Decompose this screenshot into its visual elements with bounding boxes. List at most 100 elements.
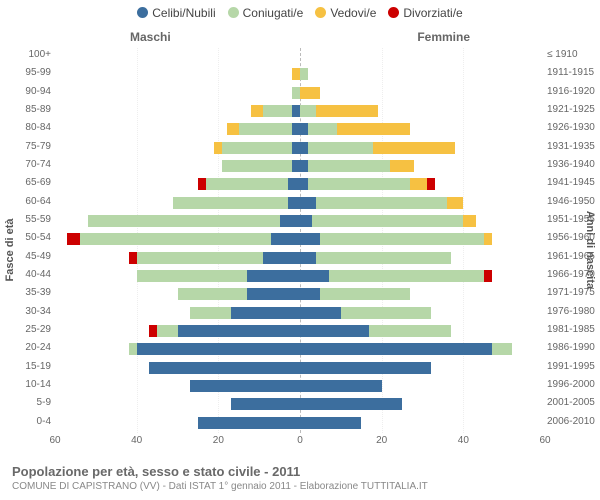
bar-segment xyxy=(300,307,341,319)
bar-segment xyxy=(300,417,361,429)
bar-segment xyxy=(149,325,157,337)
bar-female xyxy=(300,343,512,355)
bar-segment xyxy=(300,160,308,172)
bar-female xyxy=(300,288,410,300)
pyramid-row: 75-791931-1935 xyxy=(55,140,545,158)
bar-segment xyxy=(373,142,455,154)
bar-segment xyxy=(300,215,312,227)
birth-label: 1966-1970 xyxy=(547,269,595,280)
bar-segment xyxy=(300,87,320,99)
bar-segment xyxy=(222,142,291,154)
bar-segment xyxy=(292,87,300,99)
bar-segment xyxy=(137,343,300,355)
age-label: 15-19 xyxy=(15,361,51,372)
bar-segment xyxy=(300,233,320,245)
bar-segment xyxy=(300,197,316,209)
bar-male xyxy=(178,288,300,300)
bar-segment xyxy=(263,105,292,117)
bar-segment xyxy=(263,252,300,264)
pyramid-row: 85-891921-1925 xyxy=(55,103,545,121)
header-female: Femmine xyxy=(417,30,470,44)
bar-female xyxy=(300,87,320,99)
bar-segment xyxy=(369,325,451,337)
bar-segment xyxy=(484,233,492,245)
population-pyramid-chart: Celibi/NubiliConiugati/eVedovi/eDivorzia… xyxy=(0,0,600,500)
legend-swatch xyxy=(388,7,399,18)
x-axis: 6040200204060 xyxy=(55,435,545,455)
bar-segment xyxy=(173,197,287,209)
bar-segment xyxy=(300,398,402,410)
bar-segment xyxy=(88,215,280,227)
birth-label: 1936-1940 xyxy=(547,159,595,170)
bar-female xyxy=(300,197,463,209)
bar-segment xyxy=(300,105,316,117)
age-label: 20-24 xyxy=(15,342,51,353)
bar-segment xyxy=(308,178,410,190)
bar-male xyxy=(198,417,300,429)
bar-segment xyxy=(410,178,426,190)
pyramid-row: 50-541956-1960 xyxy=(55,231,545,249)
bar-segment xyxy=(300,142,308,154)
age-label: 90-94 xyxy=(15,86,51,97)
bar-male xyxy=(149,325,300,337)
age-label: 85-89 xyxy=(15,104,51,115)
bar-segment xyxy=(300,123,308,135)
bar-segment xyxy=(300,270,329,282)
birth-label: 1986-1990 xyxy=(547,342,595,353)
legend-swatch xyxy=(228,7,239,18)
bar-segment xyxy=(308,160,390,172)
x-tick: 20 xyxy=(213,435,224,446)
bar-segment xyxy=(198,417,300,429)
pyramid-row: 15-191991-1995 xyxy=(55,360,545,378)
x-tick: 60 xyxy=(49,435,60,446)
age-label: 10-14 xyxy=(15,379,51,390)
bar-segment xyxy=(231,307,300,319)
age-label: 0-4 xyxy=(15,416,51,427)
pyramid-row: 70-741936-1940 xyxy=(55,158,545,176)
bar-segment xyxy=(390,160,415,172)
birth-label: 1956-1960 xyxy=(547,232,595,243)
bar-segment xyxy=(484,270,492,282)
bar-female xyxy=(300,215,476,227)
pyramid-row: 90-941916-1920 xyxy=(55,85,545,103)
bar-male xyxy=(190,307,300,319)
bar-female xyxy=(300,307,431,319)
bar-male xyxy=(198,178,300,190)
age-label: 95-99 xyxy=(15,67,51,78)
bar-segment xyxy=(288,197,300,209)
age-label: 40-44 xyxy=(15,269,51,280)
bar-segment xyxy=(198,178,206,190)
bar-segment xyxy=(308,123,337,135)
bar-male xyxy=(88,215,300,227)
bar-segment xyxy=(288,178,300,190)
bar-segment xyxy=(239,123,292,135)
bar-segment xyxy=(206,178,288,190)
age-label: 35-39 xyxy=(15,287,51,298)
bar-male xyxy=(190,380,300,392)
bar-segment xyxy=(308,142,373,154)
birth-label: ≤ 1910 xyxy=(547,49,595,60)
x-tick: 0 xyxy=(297,435,303,446)
bar-segment xyxy=(300,252,316,264)
pyramid-row: 35-391971-1975 xyxy=(55,286,545,304)
bar-segment xyxy=(67,233,79,245)
bar-segment xyxy=(312,215,463,227)
bar-female xyxy=(300,252,451,264)
bar-segment xyxy=(227,123,239,135)
birth-label: 1991-1995 xyxy=(547,361,595,372)
bar-segment xyxy=(292,105,300,117)
bar-female xyxy=(300,105,378,117)
bar-segment xyxy=(341,307,431,319)
bar-segment xyxy=(137,252,264,264)
bar-male xyxy=(67,233,300,245)
legend-label: Celibi/Nubili xyxy=(152,6,215,20)
birth-label: 1911-1915 xyxy=(547,67,595,78)
bar-segment xyxy=(214,142,222,154)
bar-segment xyxy=(190,307,231,319)
bar-segment xyxy=(316,105,377,117)
bar-segment xyxy=(300,362,431,374)
bar-segment xyxy=(129,343,137,355)
bar-segment xyxy=(129,252,137,264)
age-label: 30-34 xyxy=(15,306,51,317)
bar-female xyxy=(300,325,451,337)
